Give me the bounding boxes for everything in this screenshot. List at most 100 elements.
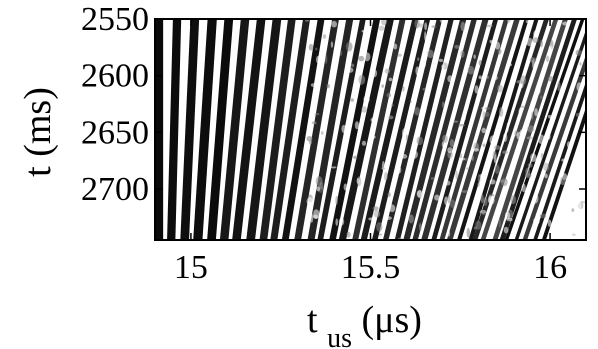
speckle [477, 182, 480, 187]
speckle [310, 183, 316, 192]
speckle [363, 95, 370, 103]
speckle [346, 231, 351, 238]
speckle [312, 214, 318, 219]
speckle [361, 30, 366, 33]
speckle [540, 152, 544, 159]
speckle [474, 85, 479, 94]
x-axis-label: t us (μs) [307, 299, 422, 349]
speckle [478, 59, 482, 66]
speckle [427, 49, 434, 59]
speckle [306, 197, 314, 206]
speckle [418, 23, 424, 28]
speckle [339, 26, 342, 35]
fringe-stripe [259, 19, 296, 240]
fringe-stripe [219, 19, 250, 240]
speckle [548, 45, 553, 51]
speckle [447, 150, 453, 159]
speckle [332, 193, 336, 198]
heatmap-stripes [155, 19, 586, 240]
speckle [395, 166, 402, 174]
speckle [447, 230, 451, 237]
speckle [518, 107, 522, 116]
speckle [449, 139, 455, 148]
speckle [459, 153, 463, 159]
speckle [562, 21, 569, 26]
speckle [377, 144, 383, 152]
speckle [388, 77, 393, 82]
speckle [482, 110, 486, 120]
speckle [557, 81, 561, 92]
speckle [387, 192, 391, 198]
speckle [544, 173, 548, 179]
speckle [416, 136, 424, 146]
speckle [532, 193, 539, 204]
speckle [540, 95, 543, 99]
speckle [571, 208, 575, 213]
speckle [453, 120, 459, 123]
speckle [414, 19, 420, 29]
speckle [328, 81, 335, 85]
speckle [537, 134, 545, 145]
speckle [500, 179, 506, 183]
fringe-stripe [207, 19, 234, 240]
speckle [311, 121, 317, 125]
speckle [539, 40, 543, 48]
speckle [408, 214, 414, 224]
speckle [444, 196, 449, 206]
speckle [486, 75, 489, 79]
speckle [417, 57, 420, 62]
speckle [579, 61, 582, 66]
speckle [545, 55, 550, 63]
speckle [441, 64, 445, 70]
speckle [418, 222, 422, 231]
speckle [442, 134, 448, 144]
speckle [414, 106, 421, 116]
speckle [529, 57, 537, 63]
fringe-stripe [468, 19, 539, 240]
speckle [449, 199, 456, 208]
fringe-stripe [352, 19, 406, 240]
speckle [367, 145, 371, 150]
speckle [465, 101, 469, 111]
speckle [533, 30, 539, 39]
speckle [498, 152, 501, 157]
speckle [484, 111, 490, 117]
y-axis: 2550 2600 2650 2700 [81, 1, 586, 208]
fringe-stripe [193, 19, 217, 240]
speckle [535, 85, 541, 95]
speckle [381, 84, 384, 88]
speckle [510, 195, 517, 205]
speckle [373, 210, 380, 218]
speckle [310, 83, 316, 87]
speckle [467, 65, 475, 75]
speckle [492, 150, 497, 160]
speckle [378, 25, 385, 31]
fringe-stripe [480, 19, 559, 240]
speckle [431, 25, 437, 28]
speckle [533, 217, 540, 226]
speckle [534, 108, 538, 117]
speckle [460, 21, 466, 32]
fringe-stripe [382, 19, 443, 240]
speckle [368, 29, 371, 33]
speckle [439, 19, 447, 24]
speckle [310, 213, 314, 223]
x-tick-label: 15 [174, 249, 208, 286]
speckle [308, 43, 314, 51]
x-tick-label: 15.5 [341, 249, 401, 286]
speckle [350, 98, 355, 102]
speckle [479, 173, 485, 179]
speckle [351, 63, 355, 68]
speckle [390, 104, 394, 107]
speckle [506, 122, 509, 133]
speckle [524, 172, 532, 179]
speckle [345, 41, 353, 52]
speckle [489, 135, 496, 145]
speckle [466, 167, 470, 170]
speckle [401, 154, 408, 159]
speckle [460, 157, 466, 161]
speckle [330, 166, 337, 169]
y-tick-label: 2650 [81, 114, 149, 151]
speckle [503, 132, 508, 142]
speckle [326, 83, 331, 89]
